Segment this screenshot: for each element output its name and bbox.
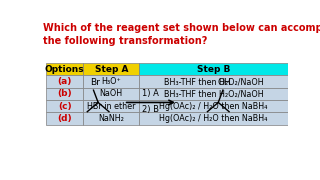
Text: (c): (c) [58,102,72,111]
Text: Options: Options [45,65,84,74]
Text: 1) A: 1) A [142,89,159,98]
Text: Which of the reagent set shown below can accomplish
the following transformation: Which of the reagent set shown below can… [43,23,320,46]
Text: (d): (d) [58,114,72,123]
Text: Hg(OAc)₂ / H₂O then NaBH₄: Hg(OAc)₂ / H₂O then NaBH₄ [159,114,268,123]
Bar [46,63,84,75]
Bar [84,63,139,75]
Bar [139,75,288,88]
Text: OH: OH [218,78,231,87]
Text: NaOH: NaOH [100,89,123,98]
Bar [139,63,288,75]
Text: BH₃-THF then H₂O₂/NaOH: BH₃-THF then H₂O₂/NaOH [164,89,263,98]
Text: HBr in ether: HBr in ether [87,102,136,111]
Bar [84,75,139,88]
Text: BH₃-THF then H₂O₂/NaOH: BH₃-THF then H₂O₂/NaOH [164,77,263,86]
Text: (b): (b) [58,89,72,98]
Bar [46,88,84,100]
Bar [139,100,288,112]
Text: Br: Br [90,78,100,87]
Text: Step A: Step A [94,65,128,74]
Text: Step B: Step B [197,65,230,74]
Text: Hg(OAc)₂ / H₂O then NaBH₄: Hg(OAc)₂ / H₂O then NaBH₄ [159,102,268,111]
Text: 2) B: 2) B [142,105,159,114]
Text: H₃O⁺: H₃O⁺ [101,77,121,86]
Bar [46,100,84,112]
Bar [84,100,139,112]
Bar [139,88,288,100]
Bar [84,112,139,125]
Bar [84,88,139,100]
Bar [139,112,288,125]
Bar [46,75,84,88]
Text: NaNH₂: NaNH₂ [98,114,124,123]
Bar [46,112,84,125]
Text: (a): (a) [58,77,72,86]
